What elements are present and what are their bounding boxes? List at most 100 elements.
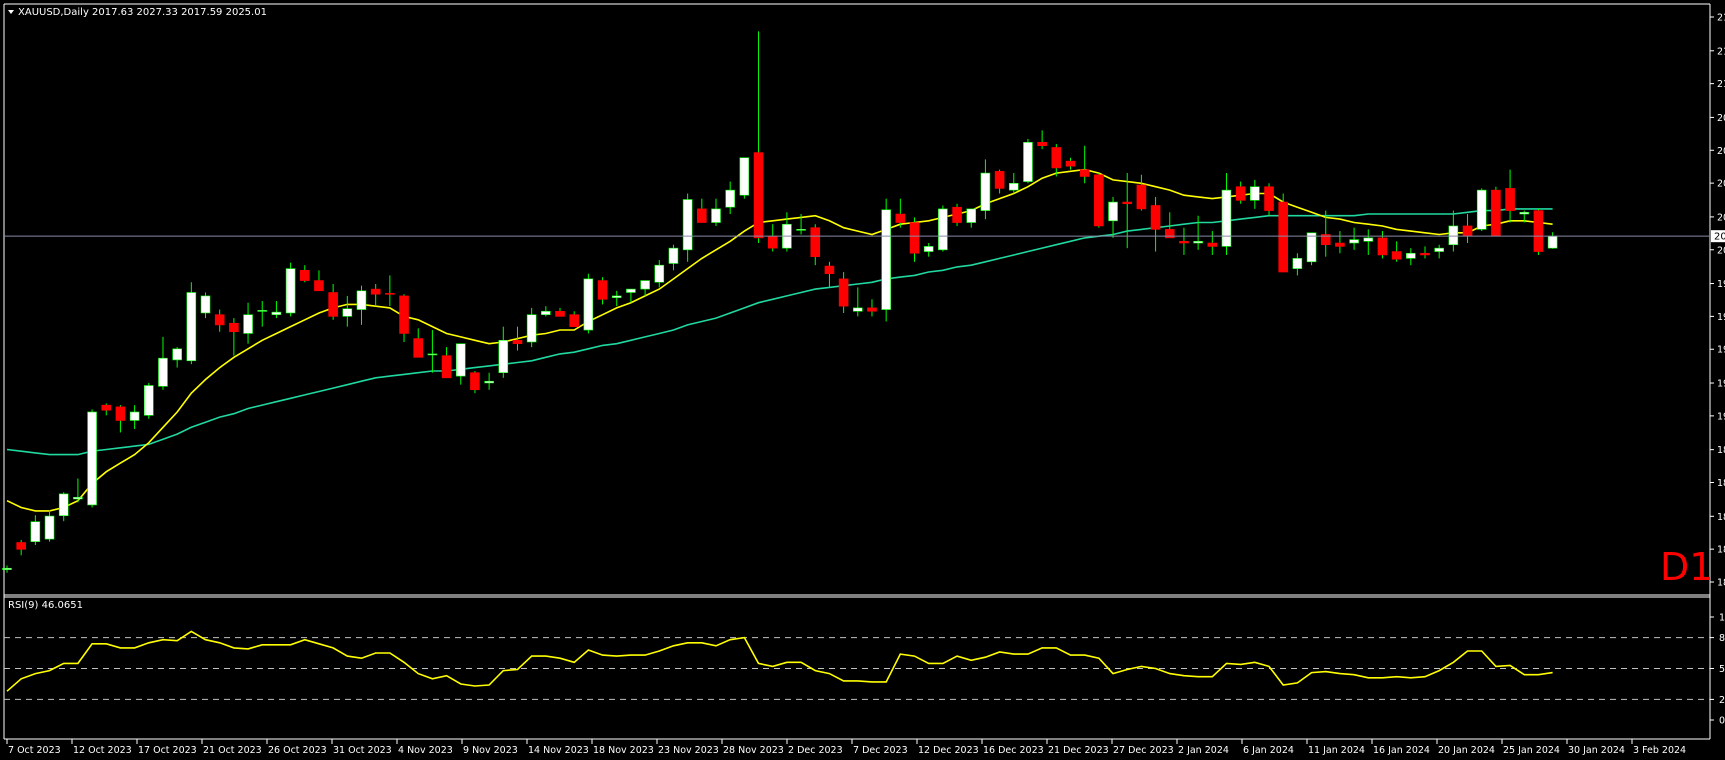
rsi-tick-label: 100 — [1719, 613, 1725, 624]
current-price-label: 2025.01 — [1714, 232, 1725, 243]
date-tick-label: 28 Nov 2023 — [723, 745, 784, 756]
bull-candle-body — [725, 189, 735, 208]
current-price-box — [1711, 230, 1725, 243]
candle — [1221, 173, 1232, 255]
bull-candle-body — [654, 264, 665, 283]
bull-candle-body — [243, 314, 253, 334]
candle — [1065, 157, 1076, 170]
candle — [867, 299, 877, 317]
rsi-tick-label: 80 — [1719, 633, 1725, 644]
candle — [1505, 169, 1515, 223]
bear-candle-body — [229, 322, 239, 333]
bull-candle-body — [44, 515, 55, 540]
candle — [1264, 183, 1274, 216]
bull-candle-body — [938, 208, 948, 251]
candle — [966, 208, 977, 228]
candle — [1150, 196, 1161, 252]
bull-candle-body — [172, 348, 182, 361]
candle — [909, 217, 920, 262]
bull-candle-body — [144, 385, 154, 416]
date-tick-label: 18 Nov 2023 — [593, 745, 654, 756]
bear-candle-body — [1377, 237, 1388, 256]
candle — [1037, 130, 1047, 150]
candle — [186, 282, 197, 365]
timeframe-label: D1 — [1660, 545, 1713, 589]
candle — [455, 343, 466, 385]
candle — [1448, 210, 1459, 252]
candle — [682, 193, 693, 262]
bear-candle-body — [115, 406, 126, 421]
date-tick-label: 27 Dec 2023 — [1113, 745, 1174, 756]
candle — [1079, 145, 1090, 184]
bull-candle-body — [668, 247, 679, 264]
bear-candle-body — [994, 171, 1005, 189]
candle — [923, 243, 934, 257]
candle — [1320, 210, 1331, 257]
bear-candle-body — [1207, 242, 1218, 247]
bear-candle-body — [214, 314, 225, 326]
price-tick-label: 1997.25 — [1717, 279, 1725, 290]
price-tick-label: 2075.35 — [1717, 146, 1725, 157]
bull-candle-body — [87, 411, 97, 506]
bull-candle-body — [1250, 186, 1260, 201]
bear-candle-body — [1179, 241, 1189, 244]
price-tick-label: 1978.00 — [1717, 312, 1725, 323]
candle — [626, 288, 636, 303]
price-tick-label: 1880.65 — [1717, 478, 1725, 489]
candle — [314, 270, 324, 292]
bull-candle-body — [484, 380, 494, 384]
bull-candle-body — [1023, 142, 1033, 182]
rsi-tick-label: 0 — [1719, 716, 1725, 727]
bear-candle-body — [1235, 186, 1246, 201]
bear-candle-body — [299, 270, 310, 281]
candle — [980, 159, 991, 220]
candle — [1349, 227, 1359, 250]
candle — [739, 157, 750, 199]
bull-candle-body — [73, 496, 83, 500]
candle — [654, 260, 665, 288]
bull-candle-body — [611, 295, 622, 298]
bull-candle-body — [541, 310, 551, 315]
candle — [1377, 231, 1388, 259]
bear-candle-body — [810, 227, 821, 257]
date-tick-label: 2 Jan 2024 — [1178, 745, 1229, 756]
candle — [1235, 181, 1246, 204]
candle — [200, 292, 211, 319]
bear-candle-body — [328, 292, 338, 317]
bear-candle-body — [1420, 252, 1430, 256]
bull-candle-body — [1193, 241, 1203, 244]
candle — [385, 275, 395, 307]
candle — [30, 515, 41, 546]
bear-candle-body — [1264, 186, 1274, 211]
bear-candle-body — [385, 293, 395, 295]
bear-candle-body — [370, 288, 381, 295]
symbol-dropdown-icon[interactable] — [8, 10, 14, 14]
bear-candle-body — [512, 339, 523, 344]
candle — [1250, 179, 1260, 209]
candle — [555, 307, 565, 317]
price-tick-label: 1860.85 — [1717, 512, 1725, 523]
candle — [441, 347, 452, 379]
rsi-indicator — [6, 630, 1553, 692]
candle — [356, 285, 367, 325]
date-tick-label: 25 Jan 2024 — [1503, 745, 1560, 756]
price-tick-label: 2036.30 — [1717, 212, 1725, 223]
candle — [725, 181, 735, 215]
bear-candle-body — [413, 338, 424, 358]
bear-candle-body — [838, 278, 849, 307]
candle — [243, 302, 253, 344]
rsi-line — [6, 630, 1553, 692]
bull-candle-body — [626, 288, 636, 293]
candle — [1363, 229, 1374, 255]
bull-candle-body — [966, 208, 977, 223]
bull-candle-body — [980, 172, 991, 211]
candle — [1335, 231, 1345, 254]
candle — [2, 565, 12, 573]
date-axis: 7 Oct 2023 12 Oct 2023 17 Oct 2023 21 Oct 2… — [6, 739, 1686, 756]
bear-candle-body — [952, 206, 962, 223]
candle — [214, 309, 225, 332]
bear-candle-body — [314, 280, 324, 292]
bear-candle-body — [1122, 201, 1133, 205]
